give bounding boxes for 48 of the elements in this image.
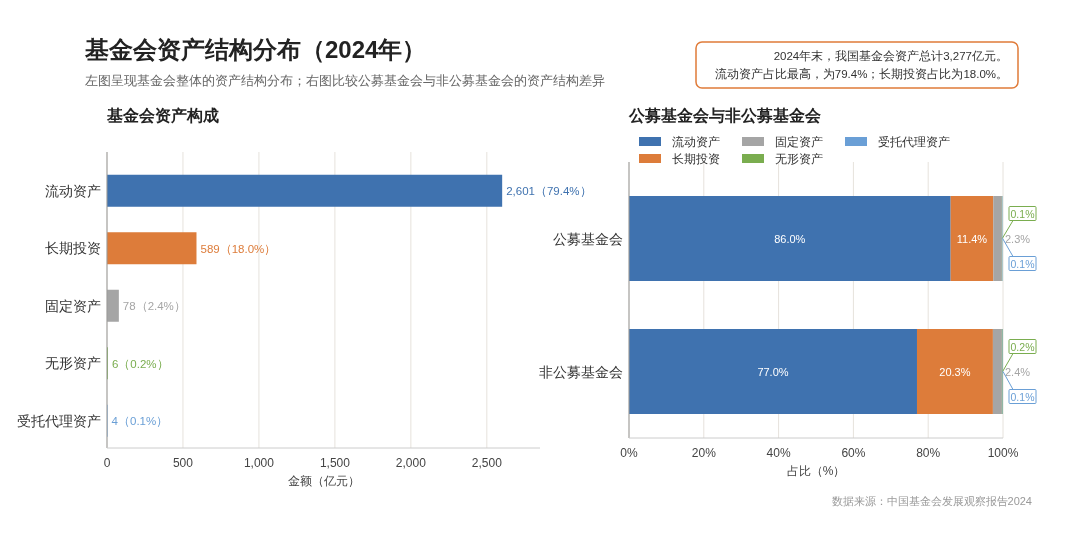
data-label: 20.3% (939, 365, 971, 378)
text: 2024年末，我国基金会资产总计3,277亿元。 (773, 49, 1008, 62)
x-tick-label: 2,500 (471, 456, 503, 470)
x-tick-label: 500 (172, 456, 194, 470)
data-label: 2.4% (1005, 365, 1031, 378)
legend-label: 无形资产 (775, 152, 823, 165)
x-axis-title: 金额（亿元） (287, 474, 360, 488)
data-label: 2,601（79.4%） (506, 185, 592, 199)
chart-title: 公募基金会与非公募基金会 (628, 107, 822, 124)
y-tick-label: 固定资产 (45, 298, 101, 314)
data-label: 2.3% (1005, 232, 1031, 245)
data-label: 6（0.2%） (111, 357, 169, 371)
x-tick-label: 40% (766, 446, 791, 460)
x-tick-label: 2,000 (395, 456, 427, 470)
text: 左图呈现基金会整体的资产结构分布；右图比较公募基金会与非公募基金会的资产结构差异 (85, 74, 605, 88)
legend-label: 受托代理资产 (878, 135, 950, 148)
x-tick-label: 60% (841, 446, 866, 460)
y-tick-label: 非公募基金会 (539, 364, 623, 380)
x-tick-label: 1,500 (319, 456, 351, 470)
y-tick-label: 无形资产 (45, 356, 101, 372)
x-tick-label: 1,000 (243, 456, 275, 470)
data-label: 0.2% (1010, 340, 1035, 353)
y-tick-label: 受托代理资产 (17, 413, 101, 429)
data-label: 0.1% (1010, 207, 1035, 220)
data-label: 78（2.4%） (122, 300, 186, 314)
chart-title: 基金会资产构成 (106, 107, 219, 124)
x-tick-label: 20% (691, 446, 717, 460)
x-axis-title: 占比（%） (786, 464, 846, 478)
y-tick-label: 流动资产 (45, 183, 101, 199)
data-label: 77.0% (757, 365, 789, 378)
x-tick-label: 0 (103, 456, 111, 470)
legend-label: 固定资产 (775, 135, 823, 148)
x-tick-label: 0% (620, 446, 638, 460)
legend-label: 长期投资 (672, 153, 720, 165)
text: 基金会资产结构分布（2024年） (84, 36, 427, 63)
legend-label: 流动资产 (672, 135, 720, 148)
data-label: 0.1% (1010, 257, 1035, 270)
data-label: 86.0% (774, 232, 806, 245)
y-tick-label: 公募基金会 (553, 231, 623, 247)
text: 流动资产占比最高，为79.4%；长期投资占比为18.0%。 (714, 67, 1008, 80)
data-label: 11.4% (956, 232, 988, 245)
x-tick-label: 80% (916, 446, 941, 460)
data-label: 589（18.0%） (200, 242, 277, 256)
data-label: 4（0.1%） (111, 415, 169, 429)
source-note: 数据来源：中国基金会发展观察报告2024 (831, 495, 1032, 507)
data-label: 0.1% (1010, 390, 1035, 403)
y-tick-label: 长期投资 (45, 241, 101, 257)
x-tick-label: 100% (987, 446, 1019, 460)
